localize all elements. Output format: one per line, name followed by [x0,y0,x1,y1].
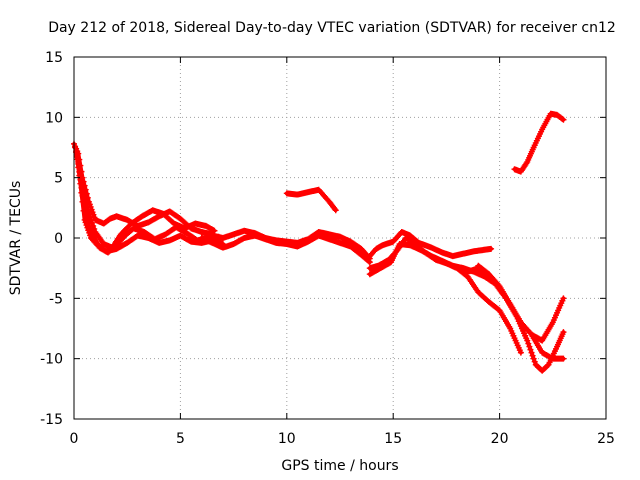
data-point-plus [84,217,91,224]
data-point-plus [517,349,524,356]
data-point-plus [531,358,538,365]
data-point-plus [526,343,533,350]
axis-ticks: 0 5 10 15 20 25 -15 -10 -5 0 5 10 15 [40,50,615,447]
y-axis-label: SDTVAR / TECUs [8,181,24,296]
y-tick-label: -10 [40,352,63,368]
y-tick-label: 5 [54,171,63,187]
data-point-plus [560,116,567,123]
data-point-plus [560,295,567,302]
series-track-6 [198,232,373,266]
series-line [367,242,566,373]
data-point-plus [79,192,86,199]
data-point-plus [75,160,82,167]
data-point-plus [528,349,535,356]
data-point-plus [80,197,87,204]
data-point-plus [78,184,85,191]
series-track-10 [366,241,567,374]
series-line [512,111,566,174]
data-point-plus [82,207,89,214]
data-point-plus [524,337,531,344]
data-point-plus [530,355,537,362]
data-point-plus [74,152,81,159]
y-tick-label: 10 [45,110,63,126]
data-point-plus [211,227,218,234]
data-point-plus [527,330,534,337]
data-point-plus [560,329,567,336]
series-track-8 [366,228,495,260]
x-tick-label: 10 [278,431,296,447]
x-tick-label: 5 [176,431,185,447]
data-points [71,110,567,374]
y-tick-label: 0 [54,231,63,247]
series-track-12 [475,262,567,362]
x-tick-label: 20 [491,431,509,447]
data-point-plus [332,207,339,214]
data-point-plus [495,282,502,289]
x-tick-label: 15 [384,431,402,447]
series-track-7 [283,186,339,214]
data-point-plus [81,202,88,209]
data-point-plus [560,355,567,362]
x-tick-label: 0 [70,431,79,447]
data-point-plus [365,258,372,265]
chart-title: Day 212 of 2018, Sidereal Day-to-day VTE… [48,20,616,36]
data-point-plus [529,352,536,359]
data-point-plus [488,245,495,252]
y-tick-label: 15 [45,50,63,66]
data-point-plus [366,259,373,266]
data-point-plus [83,212,90,219]
series-track-13 [511,110,567,175]
x-tick-label: 25 [597,431,615,447]
data-point-plus [77,176,84,183]
y-tick-label: -5 [49,291,63,307]
data-point-plus [525,340,532,347]
data-point-plus [331,206,338,213]
data-point-plus [527,346,534,353]
y-tick-label: -15 [40,412,63,428]
data-point-plus [544,362,551,369]
x-axis-label: GPS time / hours [281,458,398,474]
data-point-plus [76,168,83,175]
